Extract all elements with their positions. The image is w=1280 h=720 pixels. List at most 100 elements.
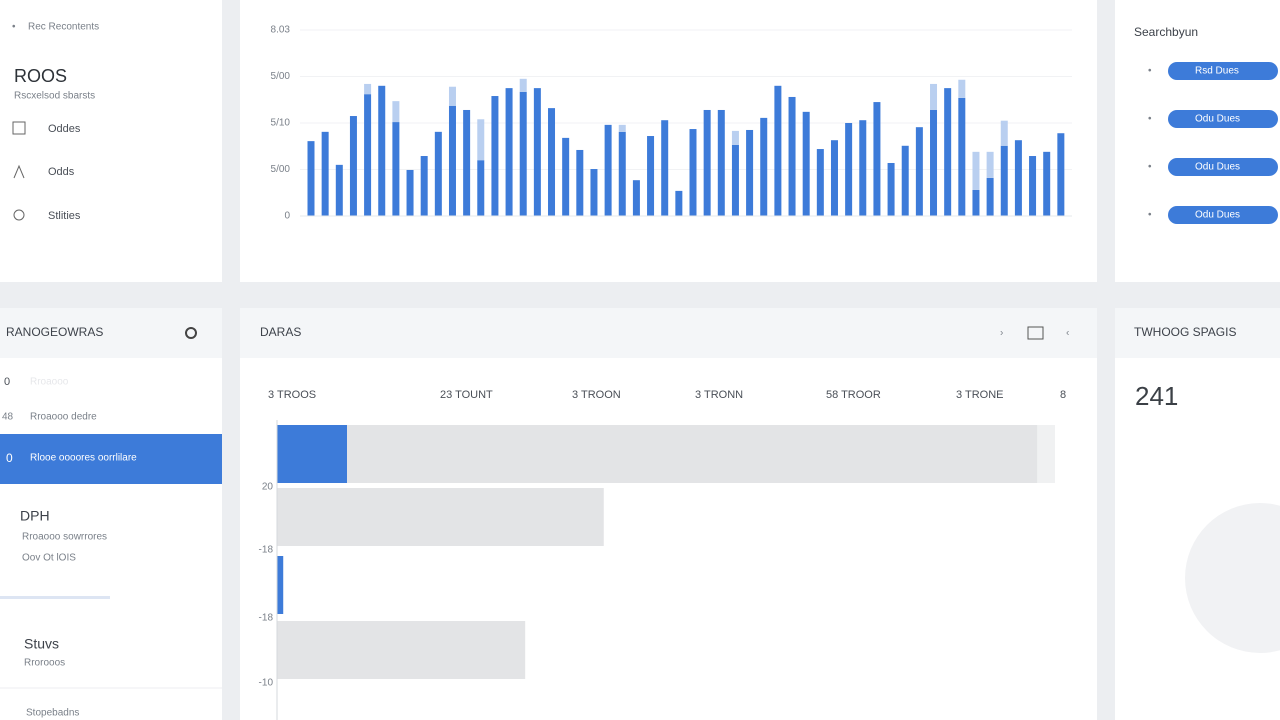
bar (307, 141, 315, 216)
nav-item[interactable]: Oddes (48, 123, 81, 135)
bar (463, 109, 471, 216)
bar (604, 124, 612, 216)
bar (1000, 145, 1008, 216)
bar (420, 156, 428, 216)
list-title: RANOGEOWRAS (6, 325, 103, 339)
y-tick-label: 5/10 (271, 118, 291, 129)
bar (774, 85, 782, 216)
column-header: 3 TRONN (695, 389, 743, 401)
bar (277, 488, 604, 546)
sidebar-panel (0, 0, 222, 282)
bar (689, 129, 697, 216)
dot: • (12, 22, 16, 33)
bar (632, 180, 640, 216)
item-num: 0 (6, 451, 13, 465)
bar (958, 97, 966, 216)
progress (0, 596, 110, 599)
bar (661, 120, 669, 216)
section-title: DPH (20, 508, 50, 524)
section-title: Stuvs (24, 636, 59, 652)
tool-icon[interactable]: › (1000, 328, 1003, 339)
bar (448, 86, 456, 106)
bar (972, 151, 980, 190)
bar (434, 131, 442, 216)
bar (618, 131, 626, 216)
nav-icon (13, 209, 25, 221)
pill[interactable] (1168, 206, 1278, 224)
bar (958, 79, 966, 98)
column-header: 58 TROOR (826, 389, 881, 401)
item-text[interactable]: Rroaooo (30, 377, 69, 388)
section-line: Oov Ot lOIS (22, 553, 76, 564)
pill-label: Odu Dues (1195, 114, 1240, 125)
nav-icon (12, 121, 26, 135)
bar (519, 91, 527, 216)
list-footer: Stopebadns (26, 708, 79, 719)
tool-icon[interactable] (1027, 326, 1044, 340)
bar (349, 116, 357, 216)
list-icon[interactable] (185, 327, 197, 339)
column-header: 3 TROON (572, 389, 621, 401)
bar (703, 109, 711, 216)
y-tick-label: 5/00 (271, 71, 291, 82)
selected-item[interactable] (0, 434, 222, 484)
stat-header (1115, 308, 1280, 358)
pill-dot: • (1148, 210, 1152, 221)
bar (364, 94, 372, 216)
pill[interactable] (1168, 110, 1278, 128)
bar (845, 123, 853, 216)
pill[interactable] (1168, 158, 1278, 176)
bar (392, 101, 400, 123)
bar (491, 96, 499, 216)
nav-icon (13, 164, 25, 179)
y-tick-label: -18 (259, 613, 274, 624)
bar (915, 127, 923, 216)
bar (562, 137, 570, 216)
bar (944, 88, 952, 216)
bar (802, 111, 810, 216)
bar (986, 177, 994, 216)
table-title: DARAS (260, 325, 301, 339)
bar (930, 83, 938, 110)
bar (717, 109, 725, 216)
tool-icon[interactable]: ‹ (1066, 328, 1069, 339)
bar (930, 109, 938, 216)
bar (277, 556, 284, 614)
column-header: 8 (1060, 389, 1066, 401)
bar (760, 117, 768, 216)
bar (1029, 156, 1037, 216)
sidebar-title: ROOS (14, 66, 67, 86)
pill-dot: • (1148, 66, 1152, 77)
sidebar-subtitle: Rscxelsod sbarsts (14, 91, 95, 102)
bar (675, 190, 683, 216)
bar (1014, 140, 1022, 216)
bar (347, 425, 1038, 483)
y-tick-label: 5/00 (271, 164, 291, 175)
pill[interactable] (1168, 62, 1278, 80)
bar (335, 164, 343, 216)
y-tick-label: -18 (259, 545, 274, 556)
bar (618, 124, 626, 132)
nav-item[interactable]: Odds (48, 166, 75, 178)
bar (1043, 151, 1051, 216)
bar (901, 145, 909, 216)
pill-label: Odu Dues (1195, 162, 1240, 173)
stat-title: TWHOOG SPAGIS (1134, 325, 1236, 339)
bar (590, 169, 598, 216)
item-text[interactable]: Rroaooo dedre (30, 412, 97, 423)
y-tick-label: 8.03 (271, 25, 291, 36)
bar (647, 136, 655, 216)
bar (816, 149, 824, 216)
nav-item[interactable]: Stlities (48, 210, 81, 222)
pill-dot: • (1148, 114, 1152, 125)
bar (873, 102, 881, 216)
bar (277, 425, 348, 483)
sidebar-header: Rec Recontents (28, 22, 99, 33)
bar (1057, 133, 1065, 216)
column-header: 3 TROOS (268, 389, 316, 401)
bar (477, 160, 485, 216)
bar (364, 83, 372, 95)
item-text: Rlooe oooores oorrlilare (30, 453, 137, 464)
